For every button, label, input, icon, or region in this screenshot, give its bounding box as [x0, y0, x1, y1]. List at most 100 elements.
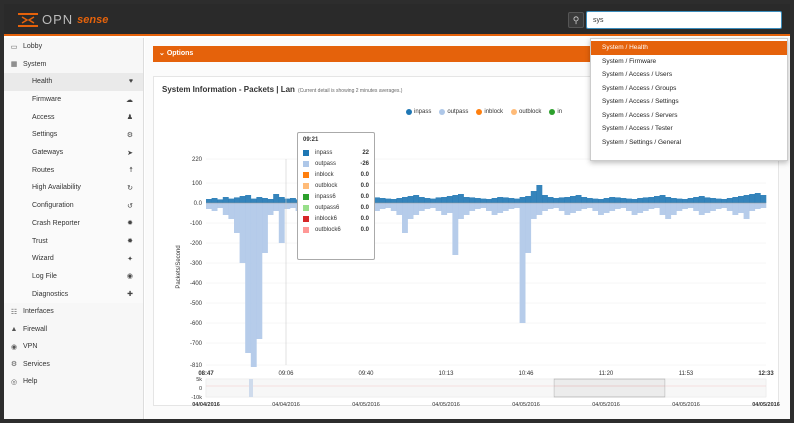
- x-tick-label: 09:06: [278, 371, 294, 377]
- sidebar-item-label: Settings: [32, 131, 58, 139]
- sidebar-item-wizard[interactable]: Wizard ✦: [4, 249, 143, 268]
- sidebar-item-crash-reporter[interactable]: Crash Reporter ✹: [4, 214, 143, 233]
- medkit-icon: ✚: [127, 291, 133, 299]
- outpass-bar: [609, 203, 616, 211]
- tooltip-series-name: outpass: [315, 160, 337, 167]
- search-icon[interactable]: ⚲: [568, 12, 584, 28]
- inpass-bar: [754, 193, 761, 203]
- tooltip-swatch: [303, 182, 309, 189]
- y-tick-label: -600: [190, 321, 203, 327]
- sidebar-item-label: System: [23, 60, 47, 68]
- outpass-bar: [598, 203, 604, 215]
- sidebar-item-label: Diagnostics: [32, 290, 69, 298]
- sidebar-item-interfaces[interactable]: ☷ Interfaces: [4, 303, 143, 321]
- legend-item[interactable]: inpass: [406, 109, 431, 115]
- outpass-bar: [491, 203, 498, 215]
- outpass-bar: [586, 203, 593, 208]
- tooltip-series-name: inblock: [315, 171, 334, 178]
- tooltip-swatch: [303, 160, 309, 167]
- logo-text: OPN: [42, 12, 74, 27]
- grid-icon: ▦: [10, 61, 18, 69]
- sidebar-item-lobby[interactable]: ▭ Lobby: [4, 38, 143, 56]
- sidebar-item-log-file[interactable]: Log File ◉: [4, 267, 143, 286]
- tooltip-row: inblock6 0.0: [303, 213, 369, 224]
- sidebar-item-trust[interactable]: Trust ✸: [4, 232, 143, 250]
- inpass-bar: [407, 196, 414, 203]
- chart-tooltip: 09:21 inpass 22 outpass -26 inblock 0.0 outblo…: [297, 132, 375, 260]
- sidebar-item-label: Access: [32, 113, 55, 121]
- tooltip-series-value: 0.0: [360, 182, 369, 189]
- sidebar-item-label: VPN: [23, 343, 38, 351]
- legend-item[interactable]: inblock: [476, 109, 503, 115]
- sidebar-item-diagnostics[interactable]: Diagnostics ✚: [4, 285, 143, 303]
- legend-label: outpass: [447, 109, 469, 115]
- inpass-bar: [463, 197, 470, 203]
- sidebar-item-services[interactable]: ⚙ Services: [4, 355, 143, 373]
- inpass-bar: [586, 198, 593, 203]
- tooltip-time: 09:21: [303, 137, 319, 143]
- opnsense-logo[interactable]: OPN sense: [18, 12, 108, 27]
- outpass-bar: [228, 203, 235, 219]
- outpass-bar: [256, 203, 263, 339]
- inpass-bar: [446, 196, 453, 203]
- cog-icon: ⚙: [10, 361, 18, 369]
- sidebar-item-firmware[interactable]: Firmware ☁: [4, 90, 143, 109]
- outpass-bar: [222, 203, 229, 215]
- search-result-item[interactable]: System / Health: [591, 41, 787, 55]
- inpass-bar: [486, 199, 492, 203]
- search-result-item[interactable]: System / Access / Groups: [602, 84, 677, 92]
- packets-chart[interactable]: 2201000.0-100-200-300-400-500-600-700-81…: [154, 117, 780, 407]
- inpass-bar: [514, 198, 520, 203]
- inpass-bar: [760, 195, 767, 203]
- inpass-bar: [620, 198, 627, 203]
- sidebar-item-vpn[interactable]: ◉ VPN: [4, 338, 143, 356]
- outpass-bar: [614, 203, 621, 209]
- sidebar-item-high-availability[interactable]: High Availability ↻: [4, 179, 143, 197]
- search-result-item[interactable]: System / Access / Settings: [602, 98, 679, 105]
- inpass-bar: [474, 198, 481, 203]
- inpass-bar: [217, 199, 224, 203]
- sidebar-item-configuration[interactable]: Configuration ↺: [4, 196, 143, 215]
- inpass-bar: [592, 198, 599, 203]
- sidebar-item-help[interactable]: ◎ Help: [4, 373, 143, 391]
- outpass-bar: [665, 203, 672, 219]
- inpass-bar: [547, 197, 554, 203]
- search-result-item[interactable]: System / Settings / General: [602, 138, 682, 146]
- signpost-icon: ☨: [129, 167, 133, 175]
- outpass-bar: [570, 203, 576, 213]
- legend-item[interactable]: outblock: [511, 109, 541, 115]
- tooltip-series-value: -26: [360, 160, 369, 167]
- tooltip-series-name: outblock: [315, 182, 338, 189]
- sidebar-item-firewall[interactable]: ▲ Firewall: [4, 320, 143, 338]
- chart-legend: inpass outpass inblock outblock in: [406, 109, 562, 115]
- search-result-item[interactable]: System / Firmware: [602, 57, 657, 65]
- tooltip-series-name: inpass6: [315, 193, 336, 200]
- inpass-bar: [290, 198, 296, 203]
- outpass-bar: [536, 203, 543, 215]
- search-result-item[interactable]: System / Access / Tester: [602, 125, 673, 132]
- inpass-bar: [676, 198, 683, 203]
- sidebar-item-system[interactable]: ▦ System: [4, 56, 143, 74]
- inpass-bar: [508, 198, 515, 203]
- tooltip-series-value: 22: [362, 149, 369, 156]
- sidebar-item-routes[interactable]: Routes ☨: [4, 161, 143, 180]
- inpass-bar: [648, 197, 655, 203]
- legend-item[interactable]: outpass: [439, 109, 468, 115]
- sidebar-item-health[interactable]: Health ♥: [4, 73, 143, 91]
- inpass-bar: [743, 195, 750, 203]
- legend-item[interactable]: in: [549, 109, 562, 115]
- y-tick-label: 100: [192, 181, 203, 187]
- search-result-item[interactable]: System / Access / Servers: [602, 111, 678, 119]
- sidebar-item-label: Firewall: [23, 325, 48, 333]
- outpass-bar: [637, 203, 644, 213]
- sidebar-item-gateways[interactable]: Gateways ➤: [4, 143, 143, 162]
- outpass-bar: [278, 203, 285, 243]
- outpass-bar: [558, 203, 565, 211]
- sidebar-item-settings[interactable]: Settings ⚙: [4, 126, 143, 144]
- search-input[interactable]: [586, 11, 782, 29]
- search-result-item[interactable]: System / Access / Users: [602, 71, 673, 78]
- sidebar-item-access[interactable]: Access ♟: [4, 108, 143, 127]
- tooltip-row: outpass6 0.0: [303, 202, 369, 213]
- outpass-bar: [710, 203, 716, 211]
- outpass-bar: [390, 203, 397, 211]
